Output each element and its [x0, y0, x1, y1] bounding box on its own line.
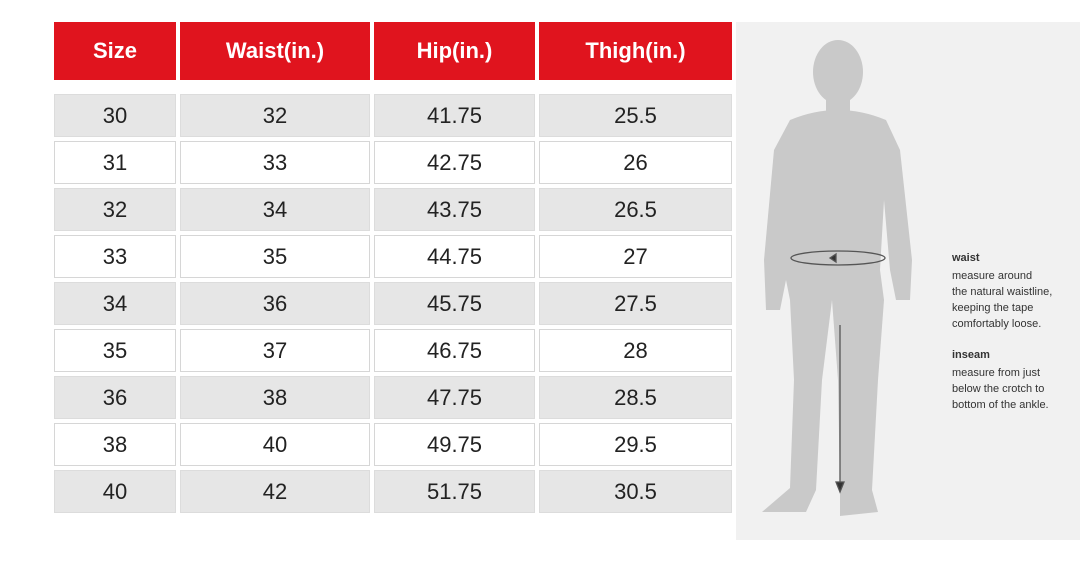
table-cell: 35: [54, 329, 176, 372]
table-cell: 38: [180, 376, 370, 419]
guide-text: bottom of the ankle.: [952, 399, 1049, 411]
table-cell: 27: [539, 235, 732, 278]
table-cell: 28: [539, 329, 732, 372]
table-cell: 45.75: [374, 282, 535, 325]
guide-text: measure from just: [952, 367, 1041, 379]
table-cell: 38: [54, 423, 176, 466]
table-cell: 28.5: [539, 376, 732, 419]
table-cell: 41.75: [374, 94, 535, 137]
table-cell: 30.5: [539, 470, 732, 513]
guide-text: measure around: [952, 270, 1033, 282]
table-cell: 25.5: [539, 94, 732, 137]
table-cell: 37: [180, 329, 370, 372]
guide-title: inseam: [952, 349, 990, 361]
header-cell: Waist(in.): [180, 22, 370, 80]
guide-text: comfortably loose.: [952, 318, 1042, 330]
table-cell: 46.75: [374, 329, 535, 372]
table-cell: 51.75: [374, 470, 535, 513]
table-cell: 40: [180, 423, 370, 466]
table-cell: 44.75: [374, 235, 535, 278]
table-cell: 34: [54, 282, 176, 325]
header-cell: Size: [54, 22, 176, 80]
table-cell: 36: [54, 376, 176, 419]
table-cell: 26: [539, 141, 732, 184]
table-cell: 40: [54, 470, 176, 513]
table-cell: 31: [54, 141, 176, 184]
table-cell: 27.5: [539, 282, 732, 325]
guide-text: the natural waistline,: [952, 286, 1053, 298]
header-cell: Hip(in.): [374, 22, 535, 80]
table-cell: 29.5: [539, 423, 732, 466]
header-cell: Thigh(in.): [539, 22, 732, 80]
table-cell: 36: [180, 282, 370, 325]
table-cell: 26.5: [539, 188, 732, 231]
table-cell: 33: [180, 141, 370, 184]
table-cell: 30: [54, 94, 176, 137]
table-cell: 42.75: [374, 141, 535, 184]
table-cell: 33: [54, 235, 176, 278]
table-cell: 32: [54, 188, 176, 231]
figure: [762, 40, 912, 516]
guide-title: waist: [952, 252, 980, 264]
table-cell: 35: [180, 235, 370, 278]
table-cell: 34: [180, 188, 370, 231]
table-cell: 32: [180, 94, 370, 137]
table-cell: 49.75: [374, 423, 535, 466]
table-cell: 47.75: [374, 376, 535, 419]
guide-text: below the crotch to: [952, 383, 1045, 395]
table-cell: 42: [180, 470, 370, 513]
figure-panel: [736, 22, 1080, 540]
table-cell: 43.75: [374, 188, 535, 231]
guide-text: keeping the tape: [952, 302, 1034, 314]
